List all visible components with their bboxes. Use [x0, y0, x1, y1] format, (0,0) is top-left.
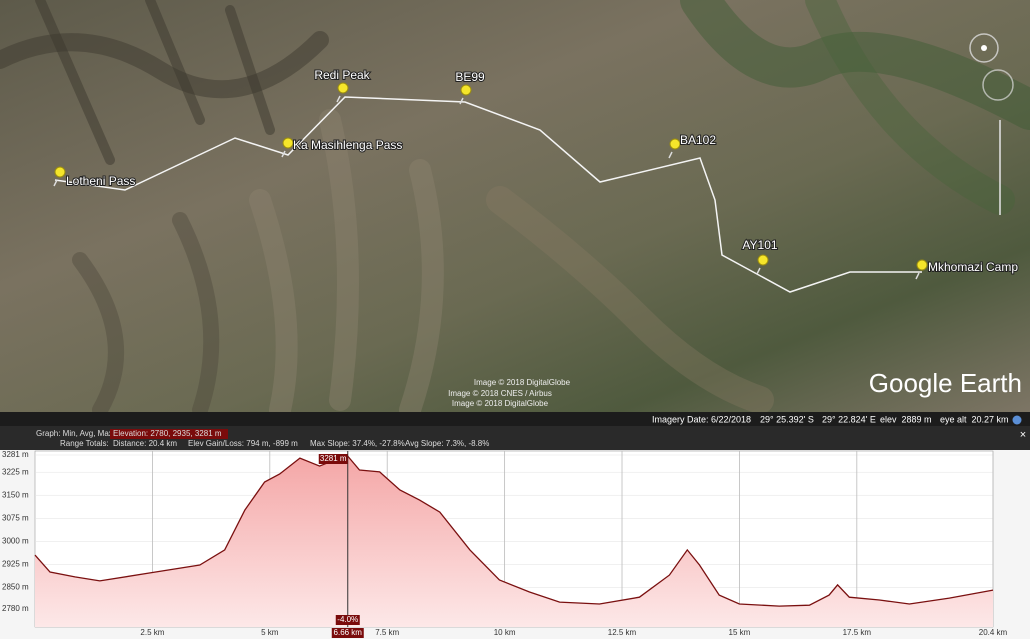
pin-head: [669, 138, 681, 150]
cursor-elevation: 3281 m: [320, 454, 347, 463]
range-label: Range Totals:: [60, 439, 109, 448]
y-tick-label: 3075 m: [2, 513, 29, 522]
x-tick-label: 7.5 km: [375, 628, 399, 637]
x-tick-label: 17.5 km: [843, 628, 872, 637]
y-tick-label: 3150 m: [2, 490, 29, 499]
pin-needle: [668, 151, 673, 159]
elevation: elev 2889 m: [880, 414, 932, 424]
status-bar-bg: [0, 412, 1030, 426]
google-earth-logo: Google Earth: [869, 368, 1022, 398]
navigation-controls[interactable]: [969, 33, 1014, 215]
y-tick-label: 3000 m: [2, 536, 29, 545]
pin-needle: [53, 179, 58, 187]
placemark[interactable]: BE99: [454, 69, 486, 105]
placemark[interactable]: Lotheni Pass: [53, 166, 136, 189]
x-tick-label: 5 km: [261, 628, 279, 637]
status-bar: Imagery Date: 6/22/2018 29° 25.392' S 29…: [0, 412, 1030, 426]
pin-head: [916, 259, 928, 271]
cursor-elev-bg: [318, 453, 348, 464]
distance: Distance: 20.4 km: [113, 439, 177, 448]
placemark-label: Redi Peak: [314, 68, 370, 82]
placemark-label: Lotheni Pass: [66, 174, 135, 188]
close-button[interactable]: ×: [1020, 429, 1026, 441]
y-tick-label: 2925 m: [2, 559, 29, 568]
pin-head: [337, 82, 349, 94]
y-tick-label: 3281 m: [2, 450, 29, 459]
x-tick-label: 10 km: [494, 628, 516, 637]
pin-needle: [281, 150, 286, 158]
elevation-stats: Elevation: 2780, 2935, 3281 m: [113, 429, 222, 438]
placemark[interactable]: BA102: [668, 132, 717, 159]
attribution: Image © 2018 CNES / Airbus: [448, 389, 552, 398]
placemark[interactable]: Ka Masihlenga Pass: [281, 137, 403, 158]
placemark[interactable]: AY101: [741, 237, 779, 275]
graph-label: Graph: Min, Avg, Max: [36, 429, 113, 438]
placemark-label: BA102: [680, 133, 716, 147]
longitude: 29° 22.824' E: [822, 414, 876, 424]
elevation-line: [34, 454, 994, 607]
y-tick-label: 2850 m: [2, 582, 29, 591]
imagery-date: Imagery Date: 6/22/2018: [652, 414, 751, 424]
avg-slope: Avg Slope: 7.3%, -8.8%: [405, 439, 489, 448]
look-control[interactable]: [982, 69, 1014, 101]
gain-loss: Elev Gain/Loss: 794 m, -899 m: [188, 439, 298, 448]
pin-needle: [756, 267, 761, 275]
x-tick-label: 20.4 km: [979, 628, 1008, 637]
elevation-highlight: [110, 429, 228, 439]
terrain-texture: [0, 0, 1030, 421]
pin-needle: [915, 272, 920, 280]
placemark-label: Mkhomazi Camp: [928, 260, 1018, 274]
cursor-x-bg: [331, 628, 364, 638]
attribution: Image © 2018 DigitalGlobe: [452, 399, 549, 408]
x-tick-label: 15 km: [729, 628, 751, 637]
map-view[interactable]: Lotheni Pass Ka Masihlenga Pass Redi Peak B…: [0, 0, 1030, 421]
compass[interactable]: [969, 33, 999, 63]
y-tick-label: 3225 m: [2, 467, 29, 476]
pin-head: [282, 137, 294, 149]
cursor-slope: -4.0%: [337, 615, 358, 624]
placemark-label: Ka Masihlenga Pass: [293, 138, 402, 152]
x-tick-label: 2.5 km: [140, 628, 164, 637]
pin-head: [460, 84, 472, 96]
attribution: Image © 2018 DigitalGlobe: [474, 378, 571, 387]
elevation-area: [35, 455, 993, 627]
placemark[interactable]: Redi Peak: [313, 67, 372, 103]
placemark-label: BE99: [455, 70, 485, 84]
cursor-x: 6.66 km: [334, 628, 363, 637]
pin-needle: [459, 97, 464, 105]
pin-needle: [336, 95, 341, 103]
pin-head: [54, 166, 66, 178]
max-slope: Max Slope: 37.4%, -27.8%: [310, 439, 405, 448]
route-path: [54, 96, 922, 293]
eye-altitude: eye alt 20.27 km: [940, 414, 1009, 424]
placemark-label: AY101: [742, 238, 777, 252]
latitude: 29° 25.392' S: [760, 414, 814, 424]
elevation-profile: Graph: Min, Avg, Max Elevation: 2780, 29…: [0, 426, 1030, 639]
y-tick-label: 2780 m: [2, 604, 29, 613]
pin-head: [757, 254, 769, 266]
cursor-slope-bg: [335, 615, 360, 625]
compass-center: [981, 45, 987, 51]
status-icon: [1012, 415, 1022, 425]
placemark[interactable]: Mkhomazi Camp: [915, 259, 1019, 280]
x-tick-label: 12.5 km: [608, 628, 637, 637]
